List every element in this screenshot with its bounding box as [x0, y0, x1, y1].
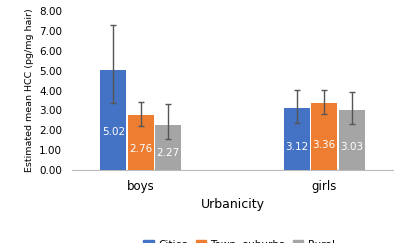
Text: 3.12: 3.12	[285, 141, 308, 152]
Text: 2.76: 2.76	[129, 144, 152, 154]
Text: 3.36: 3.36	[313, 140, 336, 150]
Bar	[339, 110, 365, 170]
Y-axis label: Estimated mean HCC (pg/mg hair): Estimated mean HCC (pg/mg hair)	[25, 9, 34, 172]
Bar	[311, 103, 337, 170]
Bar	[128, 115, 154, 170]
X-axis label: Urbanicity: Urbanicity	[200, 198, 264, 211]
Bar	[284, 108, 310, 170]
Bar	[100, 70, 126, 170]
Bar	[155, 125, 181, 170]
Legend: Cities, Town, suburbs, Rural: Cities, Town, suburbs, Rural	[139, 236, 339, 243]
Text: 3.03: 3.03	[340, 142, 363, 152]
Text: 2.27: 2.27	[157, 148, 180, 158]
Text: 5.02: 5.02	[102, 127, 125, 137]
